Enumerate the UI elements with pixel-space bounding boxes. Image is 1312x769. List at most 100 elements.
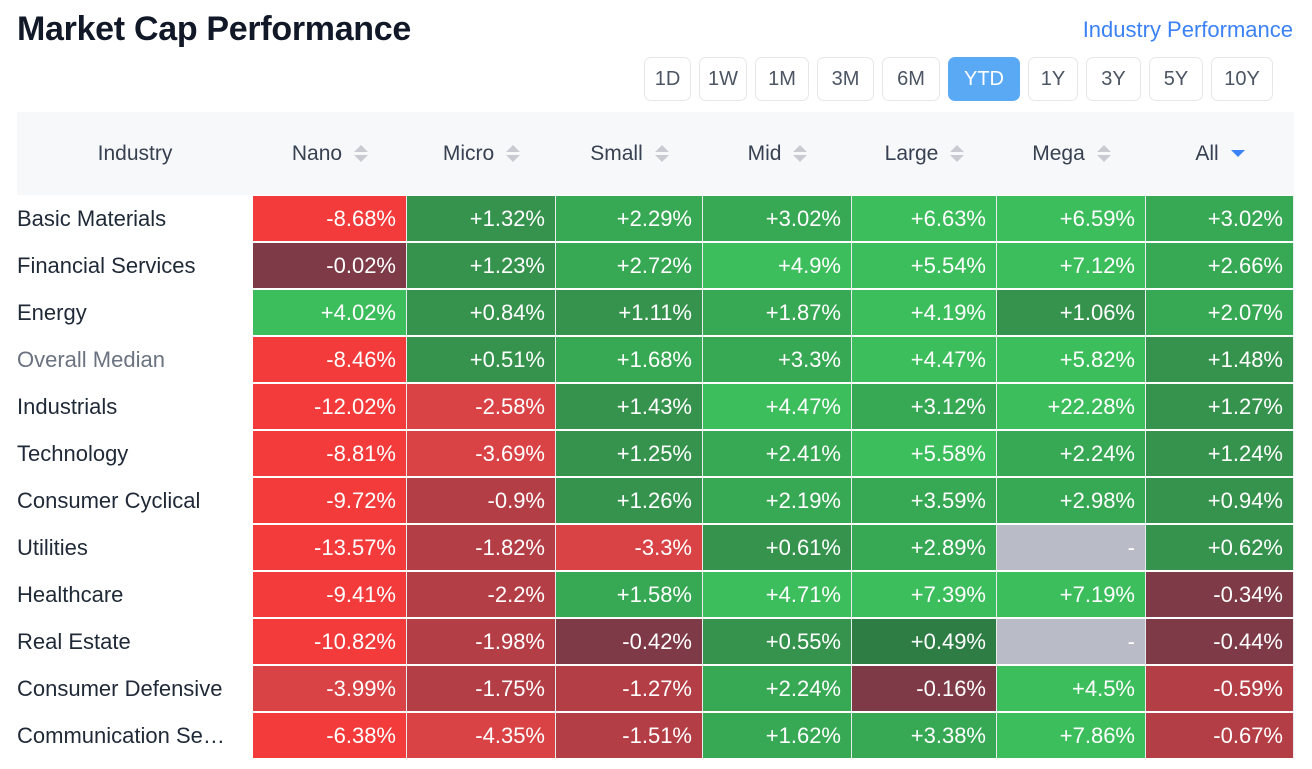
- table-row: Financial Services -0.02% +1.23% +2.72% +4.9…: [17, 242, 1294, 289]
- performance-cell-mid: +3.02%: [703, 196, 852, 241]
- industry-name[interactable]: Overall Median: [17, 346, 165, 372]
- period-3y-button[interactable]: 3Y: [1086, 57, 1141, 101]
- performance-cell-micro: -1.75%: [407, 666, 556, 711]
- performance-cell-small: +1.58%: [556, 572, 703, 617]
- table-row: Communication Se… -6.38% -4.35% -1.51% +1.62…: [17, 712, 1294, 759]
- performance-cell-mega: +7.86%: [997, 713, 1146, 758]
- performance-cell-mid: +0.61%: [703, 525, 852, 570]
- performance-cell-large: +0.49%: [852, 619, 997, 664]
- performance-cell-micro: +1.23%: [407, 243, 556, 288]
- performance-cell-nano: -10.82%: [253, 619, 407, 664]
- performance-cell-micro: -2.58%: [407, 384, 556, 429]
- table-row: Utilities -13.57% -1.82% -3.3% +0.61% +2.89% -…: [17, 524, 1294, 571]
- performance-cell-large: +5.54%: [852, 243, 997, 288]
- page-title: Market Cap Performance: [17, 10, 411, 48]
- performance-cell-mid: +4.71%: [703, 572, 852, 617]
- industry-name[interactable]: Basic Materials: [17, 205, 167, 231]
- column-header-large[interactable]: Large: [852, 112, 997, 195]
- period-5y-button[interactable]: 5Y: [1149, 57, 1203, 101]
- sort-icon[interactable]: [506, 145, 521, 162]
- industry-name[interactable]: Industrials: [17, 393, 118, 419]
- period-ytd-button[interactable]: YTD: [948, 57, 1020, 101]
- table-row: Basic Materials -8.68% +1.32% +2.29% +3.02% +…: [17, 195, 1294, 242]
- performance-cell-large: -0.16%: [852, 666, 997, 711]
- performance-cell-all: +1.24%: [1146, 431, 1294, 476]
- performance-cell-all: +0.94%: [1146, 478, 1294, 523]
- performance-cell-nano: -9.72%: [253, 478, 407, 523]
- period-6m-button[interactable]: 6M: [882, 57, 940, 101]
- column-header-all[interactable]: All: [1146, 112, 1294, 195]
- performance-cell-nano: -3.99%: [253, 666, 407, 711]
- industry-performance-link[interactable]: Industry Performance: [1082, 17, 1293, 42]
- performance-cell-mega: +2.24%: [997, 431, 1146, 476]
- performance-cell-mega: +7.19%: [997, 572, 1146, 617]
- sort-icon[interactable]: [654, 145, 669, 162]
- industry-name[interactable]: Communication Se…: [17, 722, 225, 748]
- performance-cell-large: +3.12%: [852, 384, 997, 429]
- performance-cell-small: +2.29%: [556, 196, 703, 241]
- period-1w-button[interactable]: 1W: [699, 57, 747, 101]
- period-1m-button[interactable]: 1M: [755, 57, 809, 101]
- column-header-label: Mid: [747, 141, 782, 165]
- performance-cell-micro: +1.32%: [407, 196, 556, 241]
- performance-cell-mid: +3.3%: [703, 337, 852, 382]
- period-1d-button[interactable]: 1D: [644, 57, 691, 101]
- table-header: Industry Nano Micro Small Mid Large Mega All: [17, 112, 1294, 195]
- performance-cell-micro: +0.51%: [407, 337, 556, 382]
- performance-cell-nano: -13.57%: [253, 525, 407, 570]
- performance-cell-mid: +1.62%: [703, 713, 852, 758]
- industry-name[interactable]: Utilities: [17, 534, 88, 560]
- column-header-small[interactable]: Small: [556, 112, 703, 195]
- performance-cell-small: +1.43%: [556, 384, 703, 429]
- column-header-micro[interactable]: Micro: [407, 112, 556, 195]
- sort-desc-icon[interactable]: [1230, 150, 1245, 157]
- industry-name[interactable]: Healthcare: [17, 581, 124, 607]
- table-row: Real Estate -10.82% -1.98% -0.42% +0.55% +0.4…: [17, 618, 1294, 665]
- table-row: Energy +4.02% +0.84% +1.11% +1.87% +4.19% +1.0…: [17, 289, 1294, 336]
- table-body: Basic Materials -8.68% +1.32% +2.29% +3.02% +…: [17, 195, 1294, 759]
- table-row: Consumer Defensive -3.99% -1.75% -1.27% +2.2…: [17, 665, 1294, 712]
- column-header-label: All: [1195, 141, 1219, 165]
- performance-cell-nano: -6.38%: [253, 713, 407, 758]
- period-10y-button[interactable]: 10Y: [1211, 57, 1273, 101]
- industry-name[interactable]: Financial Services: [17, 252, 196, 278]
- performance-cell-small: +1.25%: [556, 431, 703, 476]
- industry-name[interactable]: Real Estate: [17, 628, 131, 654]
- performance-cell-mid: +4.47%: [703, 384, 852, 429]
- column-header-mid[interactable]: Mid: [703, 112, 852, 195]
- table-row: Healthcare -9.41% -2.2% +1.58% +4.71% +7.39% +…: [17, 571, 1294, 618]
- industry-name[interactable]: Consumer Cyclical: [17, 487, 201, 513]
- performance-cell-mega: +7.12%: [997, 243, 1146, 288]
- performance-cell-mid: +0.55%: [703, 619, 852, 664]
- sort-icon[interactable]: [1096, 145, 1111, 162]
- period-3m-button[interactable]: 3M: [817, 57, 874, 101]
- table-row: Consumer Cyclical -9.72% -0.9% +1.26% +2.19%…: [17, 477, 1294, 524]
- sort-icon[interactable]: [793, 145, 808, 162]
- performance-cell-all: -0.34%: [1146, 572, 1294, 617]
- performance-cell-nano: +4.02%: [253, 290, 407, 335]
- column-header-nano[interactable]: Nano: [253, 112, 407, 195]
- sort-icon[interactable]: [950, 145, 965, 162]
- industry-name[interactable]: Energy: [17, 299, 87, 325]
- performance-cell-small: +1.11%: [556, 290, 703, 335]
- industry-name[interactable]: Consumer Defensive: [17, 675, 223, 701]
- performance-cell-mega: -: [997, 619, 1146, 664]
- column-header-mega[interactable]: Mega: [997, 112, 1146, 195]
- performance-cell-mega: +2.98%: [997, 478, 1146, 523]
- period-1y-button[interactable]: 1Y: [1028, 57, 1078, 101]
- performance-cell-all: +0.62%: [1146, 525, 1294, 570]
- performance-cell-all: -0.44%: [1146, 619, 1294, 664]
- performance-cell-large: +4.47%: [852, 337, 997, 382]
- performance-cell-nano: -8.46%: [253, 337, 407, 382]
- performance-cell-micro: -3.69%: [407, 431, 556, 476]
- performance-cell-nano: -8.68%: [253, 196, 407, 241]
- column-header-label: Mega: [1032, 141, 1085, 165]
- industry-name[interactable]: Technology: [17, 440, 129, 466]
- performance-cell-mega: +22.28%: [997, 384, 1146, 429]
- performance-cell-small: -3.3%: [556, 525, 703, 570]
- sort-icon[interactable]: [354, 145, 369, 162]
- performance-cell-nano: -9.41%: [253, 572, 407, 617]
- performance-cell-mid: +2.24%: [703, 666, 852, 711]
- performance-cell-micro: -4.35%: [407, 713, 556, 758]
- performance-cell-mega: +6.59%: [997, 196, 1146, 241]
